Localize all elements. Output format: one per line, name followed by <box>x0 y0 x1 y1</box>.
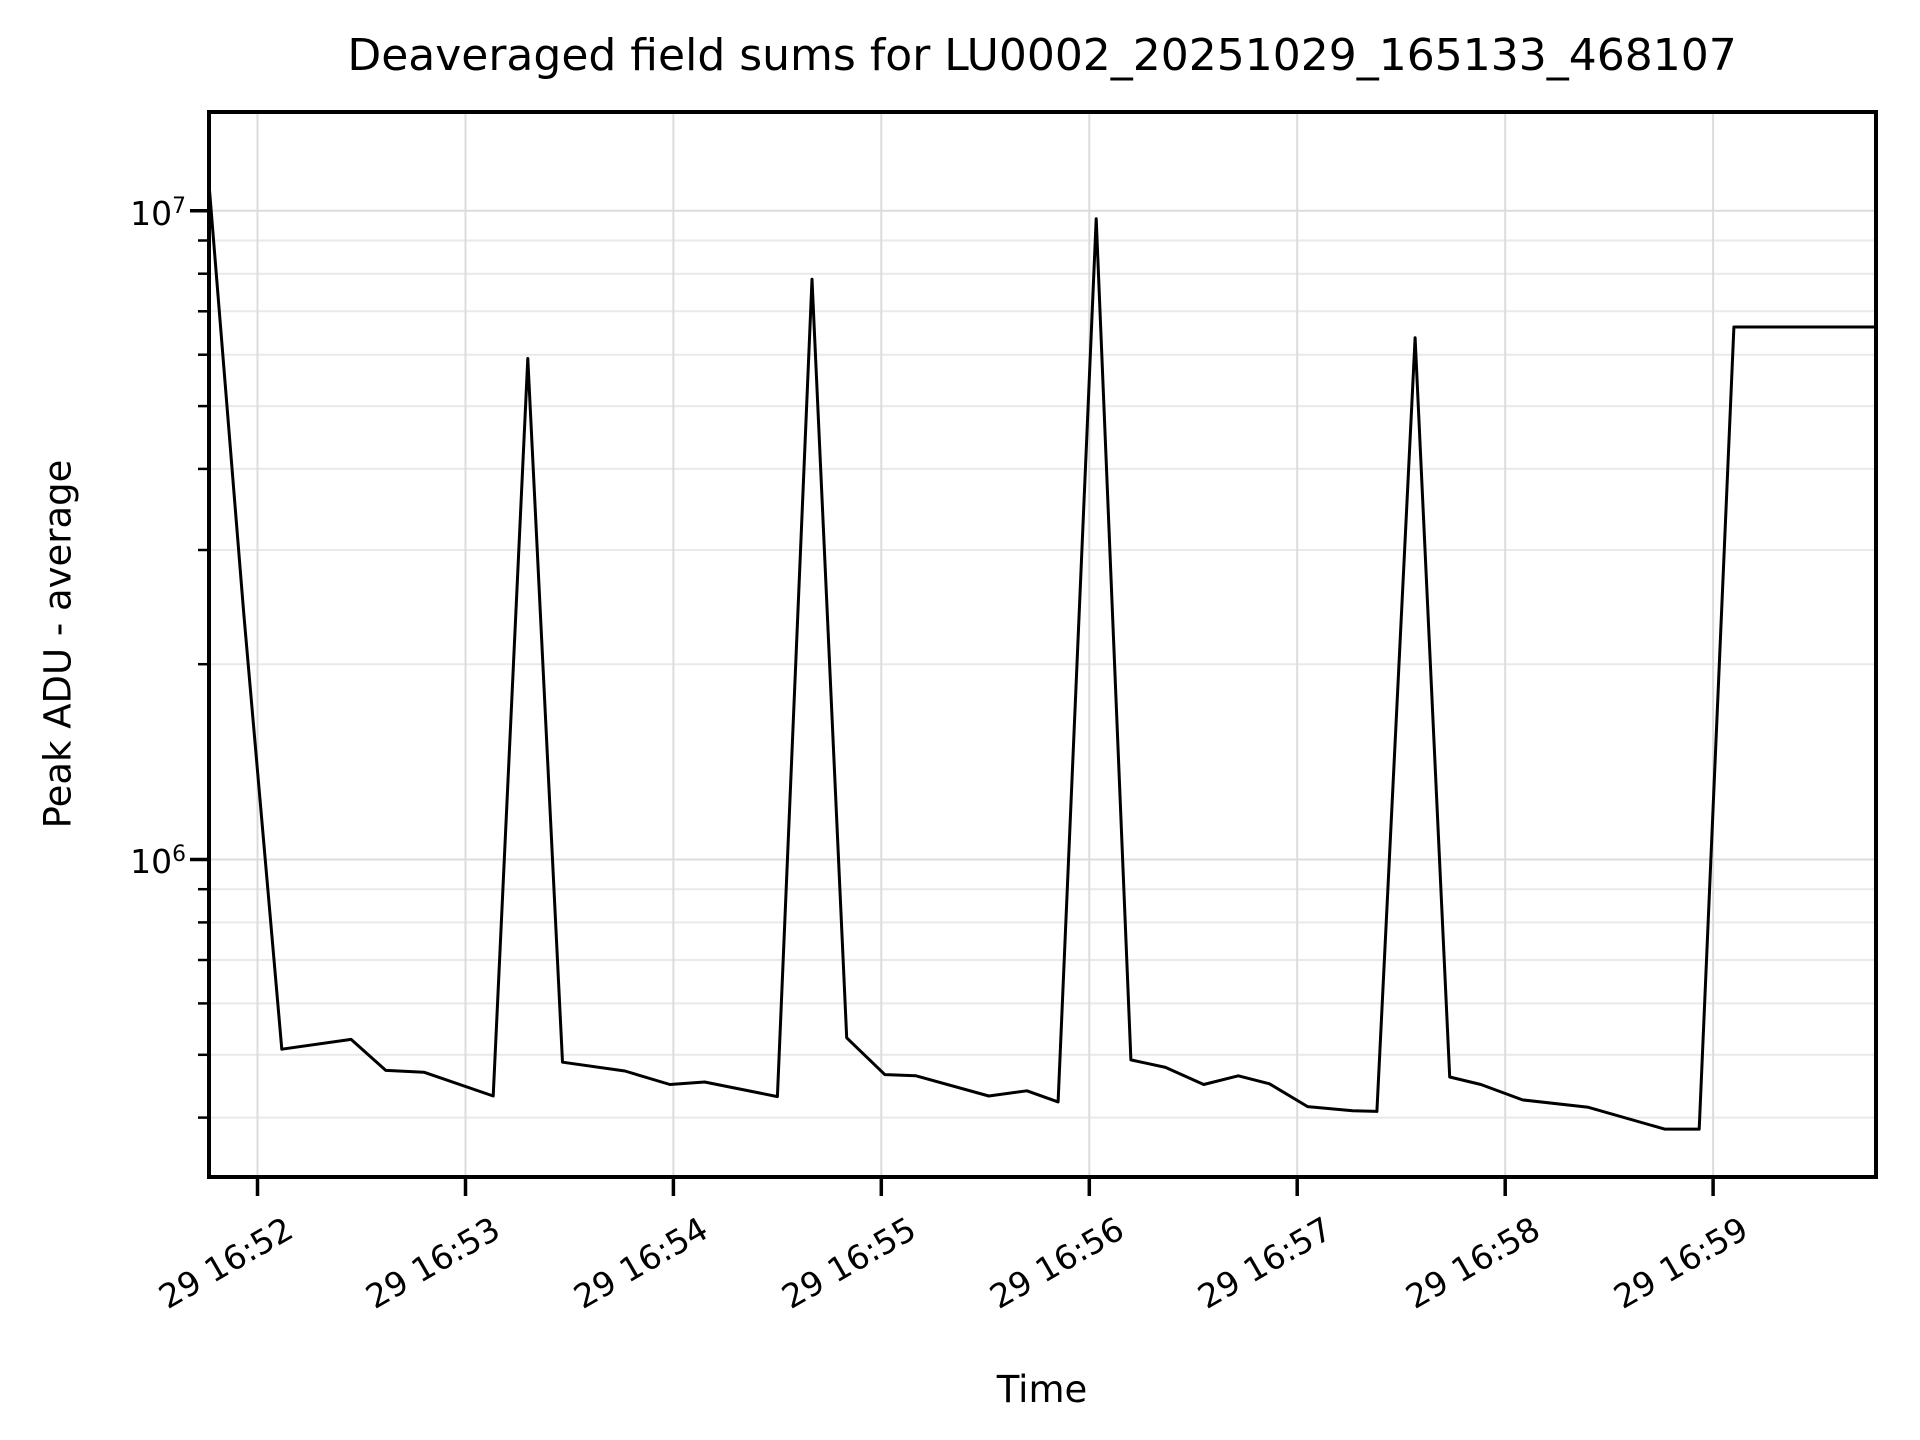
y-tick-label: 106 <box>130 842 186 882</box>
data-line <box>207 183 1876 1131</box>
y-tick-label: 107 <box>130 193 186 233</box>
chart-title: Deaveraged field sums for LU0002_2025102… <box>347 30 1737 81</box>
y-axis-label: Peak ADU - average <box>36 459 80 829</box>
x-axis-label: Time <box>996 1368 1088 1411</box>
plot-border <box>207 110 1878 1179</box>
